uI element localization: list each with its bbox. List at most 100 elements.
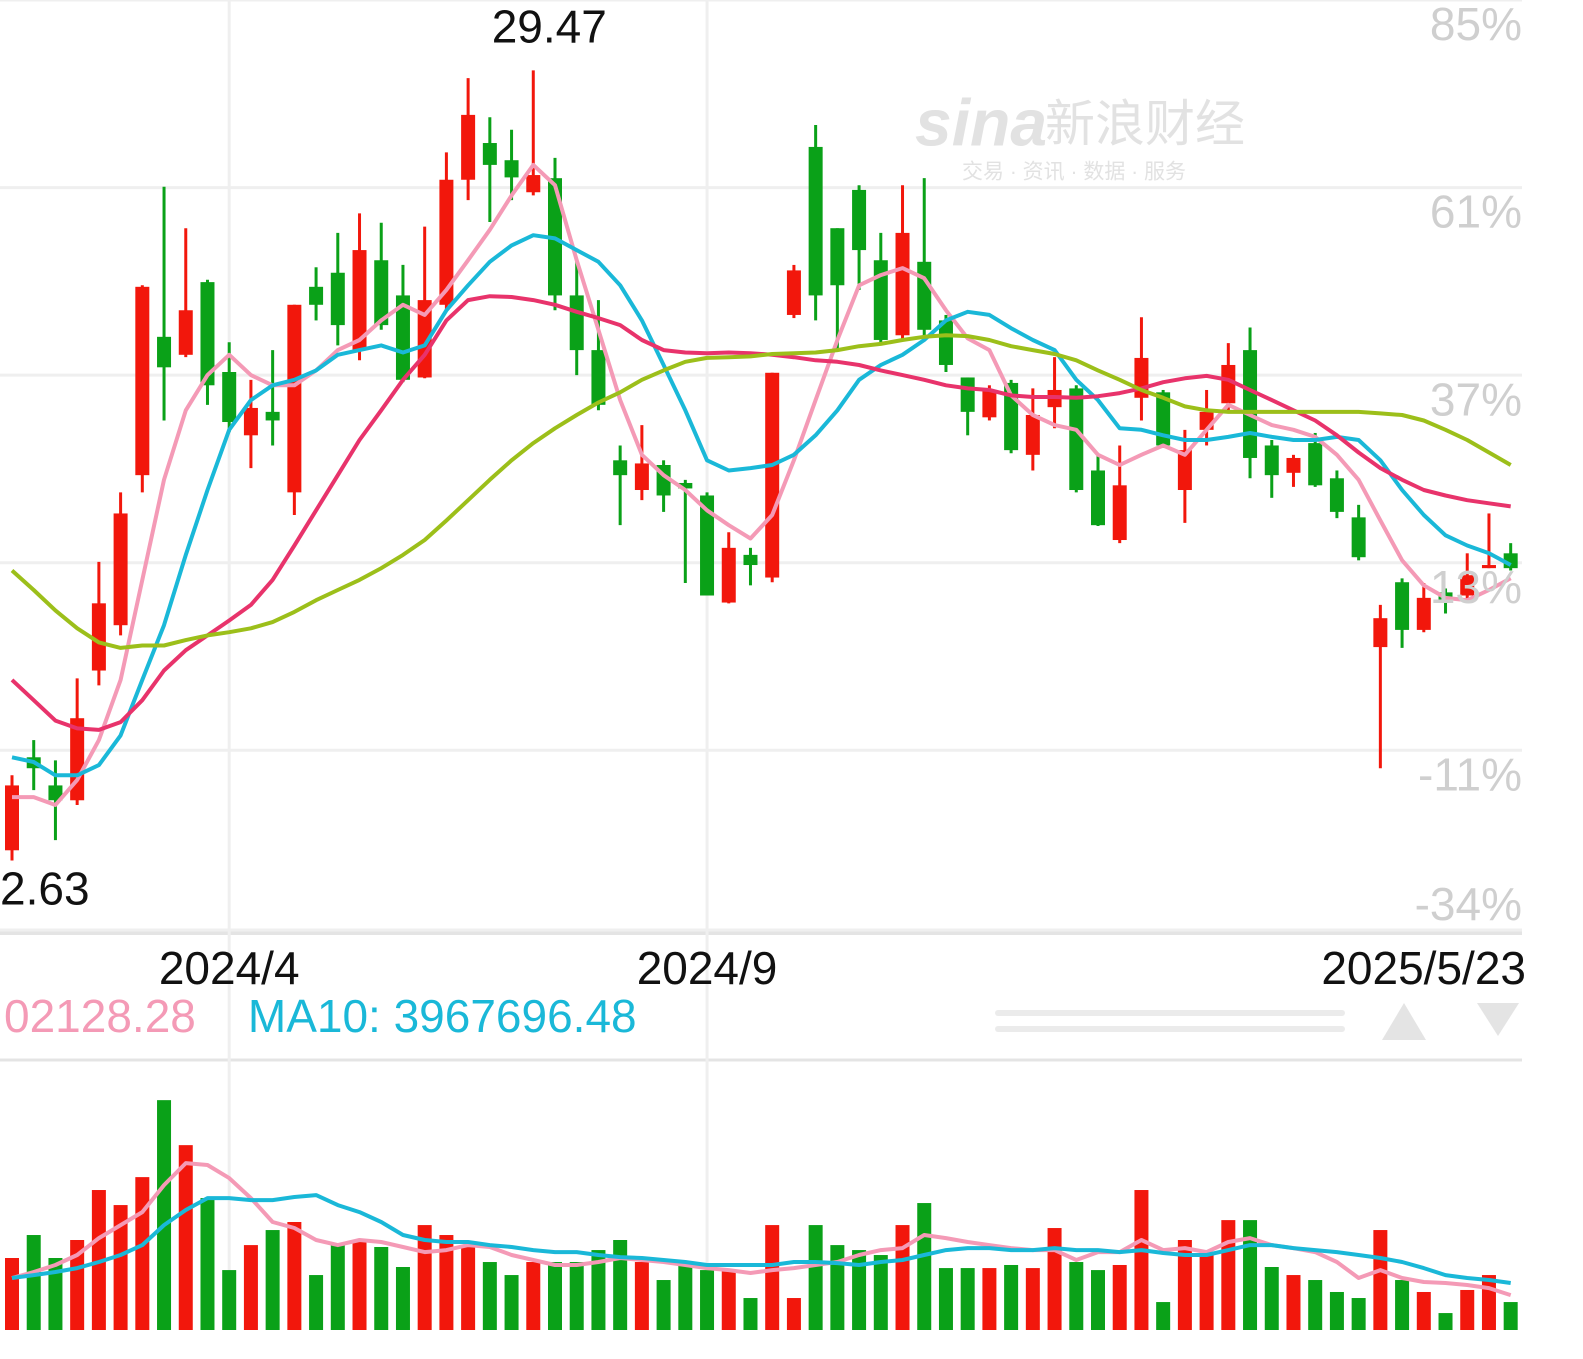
candle-body [895,232,910,336]
volume-bar [938,1268,953,1330]
volume-bar [48,1258,63,1330]
volume-bar [395,1267,410,1330]
candle-body [917,261,932,330]
up-arrow[interactable] [1382,1003,1426,1040]
candle-body [91,603,106,671]
volume-bar [1308,1280,1323,1330]
max-price-label: 29.47 [492,0,607,52]
volume-bar [287,1222,302,1330]
volume-bar [1134,1190,1149,1330]
candle-body [1460,575,1475,596]
volume-bar [917,1203,932,1330]
volume-bar [5,1258,19,1330]
volume-bar [613,1240,628,1330]
candle-body [243,407,258,436]
volume-bar [634,1262,649,1330]
candle-body [1373,618,1388,648]
y-tick-label: -11% [1418,748,1522,800]
volume-bar [1286,1275,1301,1330]
volume-bar [1091,1270,1105,1330]
candle-body [439,179,454,305]
volume-bar [439,1235,454,1330]
watermark: sina 新浪财经 交易 · 资讯 · 数据 · 服务 [915,85,1245,183]
volume-bar [830,1245,845,1330]
candle-body [287,304,302,493]
ma-line [11,1161,1512,1298]
volume-bar [309,1275,324,1330]
candle-body [786,270,801,315]
legend-label: 02128.28 [4,990,196,1042]
candle-body [613,460,628,476]
volume-bar [26,1235,41,1330]
candle-body [374,260,389,326]
volume-bar [526,1262,541,1330]
volume-bar [982,1268,997,1330]
candle-body [1156,392,1171,446]
volume-bar [656,1280,671,1330]
candle-body [1351,517,1366,558]
volume-bar [1069,1262,1084,1330]
volume-bar [1460,1289,1475,1330]
ma-line [11,233,1512,778]
x-tick-label: 2025/5/23 [1321,942,1526,994]
candle-body [504,160,519,178]
volume-bar [1481,1275,1496,1330]
candle-body [721,547,736,603]
candle-body [222,372,237,423]
volume-bar [178,1145,193,1330]
x-tick-label: 2024/4 [159,942,300,994]
candle-body [830,228,845,286]
candle-body [1243,350,1258,458]
volume-bar [352,1240,367,1330]
volume-bar [1004,1264,1019,1330]
volume-bar [548,1262,562,1330]
candle-body [178,310,193,355]
y-tick-label: 13% [1430,561,1522,613]
volume-bar [569,1262,584,1330]
volume-bar [678,1264,693,1330]
volume-bar [504,1275,519,1330]
volume-bar [786,1298,801,1330]
volume-bar [960,1268,975,1330]
volume-bar [1373,1230,1388,1330]
candle-body [591,350,606,405]
x-tick-label: 2024/9 [637,942,778,994]
candle-body [960,377,975,412]
volume-bar [1221,1220,1236,1330]
watermark-name: 新浪财经 [1045,96,1245,152]
down-arrow[interactable] [1477,1003,1519,1036]
candle-body [157,336,172,368]
candle-body [5,785,19,851]
candle-body [135,286,150,476]
volume-bar [700,1270,715,1330]
candle-body [113,513,128,626]
volume-bar [743,1298,758,1330]
candle-body [1329,478,1344,512]
candle-body [569,295,584,351]
candle-body [743,554,758,566]
candle-body [330,272,345,326]
volume-bar [895,1225,910,1330]
y-tick-label: 85% [1430,0,1522,50]
volume-bar [135,1177,150,1330]
candle-body [808,146,823,296]
legend-label: MA10: 3967696.48 [248,990,637,1042]
volume-bar [873,1255,888,1330]
volume-bar [374,1246,389,1330]
volume-bar [243,1245,258,1330]
scroll-handle[interactable] [995,1010,1345,1032]
candle-body [1112,485,1127,541]
min-price-label: 2.63 [0,863,90,915]
volume-bar [113,1205,128,1330]
candle-body [1025,414,1040,455]
candle-body [678,482,693,489]
candle-body [1069,388,1084,491]
candle-body [1395,582,1410,630]
candle-body [461,114,476,180]
ma-line [10,333,1512,650]
ma-line [11,1193,1511,1285]
volume-bar [591,1250,606,1330]
candle-body [1308,443,1323,486]
volume-bar [1329,1291,1344,1330]
volume-bar [1395,1280,1410,1330]
